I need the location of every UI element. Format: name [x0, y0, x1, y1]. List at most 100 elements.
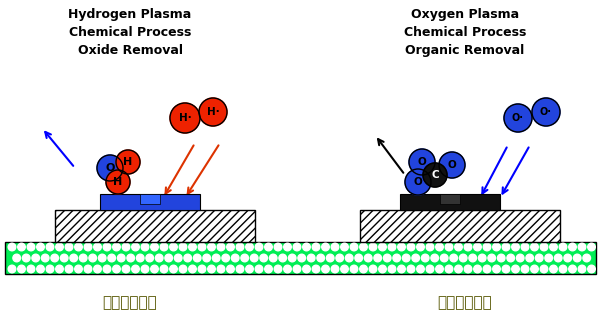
- Text: O: O: [448, 160, 456, 170]
- Circle shape: [51, 254, 58, 262]
- Text: O: O: [418, 157, 426, 167]
- Circle shape: [540, 265, 548, 273]
- Circle shape: [75, 243, 82, 251]
- Circle shape: [578, 243, 586, 251]
- Circle shape: [84, 243, 92, 251]
- Circle shape: [8, 243, 16, 251]
- Circle shape: [174, 254, 182, 262]
- Text: H: H: [114, 177, 123, 187]
- Circle shape: [398, 243, 405, 251]
- Circle shape: [27, 265, 35, 273]
- Circle shape: [208, 243, 215, 251]
- Circle shape: [132, 243, 139, 251]
- Circle shape: [498, 254, 505, 262]
- Circle shape: [99, 254, 106, 262]
- Circle shape: [108, 254, 115, 262]
- Circle shape: [113, 265, 120, 273]
- Circle shape: [516, 254, 524, 262]
- Circle shape: [122, 243, 130, 251]
- Circle shape: [194, 254, 201, 262]
- Circle shape: [379, 243, 386, 251]
- Circle shape: [407, 243, 415, 251]
- Circle shape: [493, 243, 500, 251]
- Circle shape: [212, 254, 220, 262]
- Circle shape: [421, 254, 429, 262]
- Circle shape: [511, 265, 519, 273]
- Circle shape: [409, 149, 435, 175]
- Circle shape: [22, 254, 30, 262]
- Circle shape: [41, 254, 49, 262]
- Circle shape: [521, 243, 529, 251]
- Text: Oxygen Plasma
Chemical Process
Organic Removal: Oxygen Plasma Chemical Process Organic R…: [404, 8, 526, 57]
- Circle shape: [312, 243, 320, 251]
- Circle shape: [526, 254, 534, 262]
- Circle shape: [303, 243, 310, 251]
- Circle shape: [531, 243, 538, 251]
- Circle shape: [84, 265, 92, 273]
- Circle shape: [483, 265, 491, 273]
- Circle shape: [445, 243, 453, 251]
- Circle shape: [27, 243, 35, 251]
- Circle shape: [559, 265, 567, 273]
- Circle shape: [559, 243, 567, 251]
- Circle shape: [269, 254, 277, 262]
- Text: O·: O·: [540, 107, 552, 117]
- Circle shape: [374, 254, 382, 262]
- Circle shape: [464, 243, 472, 251]
- Circle shape: [423, 163, 447, 187]
- Text: H·: H·: [178, 113, 191, 123]
- Circle shape: [184, 254, 192, 262]
- Circle shape: [478, 254, 486, 262]
- Circle shape: [550, 265, 557, 273]
- Circle shape: [511, 243, 519, 251]
- Circle shape: [97, 155, 123, 181]
- Circle shape: [341, 265, 349, 273]
- Bar: [360, 210, 560, 242]
- Text: 化学清洗工艺: 化学清洗工艺: [438, 295, 492, 310]
- Circle shape: [322, 243, 329, 251]
- Circle shape: [405, 169, 431, 195]
- Circle shape: [106, 170, 130, 194]
- Circle shape: [474, 265, 481, 273]
- Circle shape: [127, 254, 135, 262]
- Circle shape: [113, 243, 120, 251]
- Circle shape: [65, 243, 73, 251]
- Circle shape: [364, 254, 372, 262]
- Text: H: H: [123, 157, 133, 167]
- Circle shape: [554, 254, 562, 262]
- Circle shape: [388, 265, 396, 273]
- Circle shape: [136, 254, 144, 262]
- Circle shape: [236, 265, 244, 273]
- Circle shape: [493, 265, 500, 273]
- Circle shape: [502, 265, 510, 273]
- Circle shape: [255, 243, 263, 251]
- Circle shape: [122, 265, 130, 273]
- Circle shape: [441, 254, 448, 262]
- Circle shape: [431, 254, 439, 262]
- Circle shape: [436, 243, 444, 251]
- Circle shape: [455, 243, 462, 251]
- Circle shape: [341, 243, 349, 251]
- Circle shape: [160, 265, 168, 273]
- Circle shape: [94, 265, 102, 273]
- Circle shape: [331, 265, 339, 273]
- Circle shape: [189, 265, 197, 273]
- Circle shape: [288, 254, 296, 262]
- Circle shape: [151, 265, 158, 273]
- Circle shape: [284, 243, 291, 251]
- Circle shape: [293, 243, 300, 251]
- Circle shape: [79, 254, 87, 262]
- Circle shape: [227, 265, 234, 273]
- Circle shape: [255, 265, 263, 273]
- Circle shape: [141, 243, 149, 251]
- Circle shape: [8, 265, 16, 273]
- Circle shape: [103, 265, 111, 273]
- Circle shape: [455, 265, 462, 273]
- Circle shape: [274, 265, 282, 273]
- Circle shape: [208, 265, 215, 273]
- Circle shape: [46, 243, 54, 251]
- Text: O·: O·: [512, 113, 524, 123]
- Circle shape: [469, 254, 477, 262]
- Circle shape: [398, 265, 405, 273]
- Circle shape: [331, 243, 339, 251]
